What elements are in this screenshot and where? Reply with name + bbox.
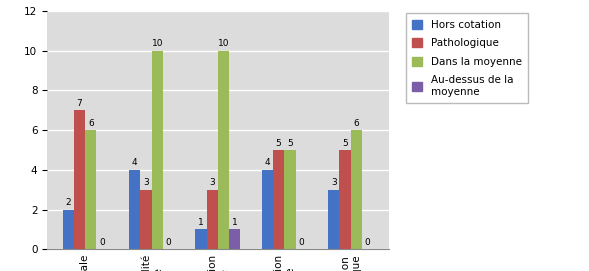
Text: 10: 10 xyxy=(218,39,229,48)
Bar xyxy=(85,130,97,249)
Text: 4: 4 xyxy=(132,159,137,167)
Text: 6: 6 xyxy=(88,119,94,128)
Text: 3: 3 xyxy=(210,178,215,187)
Bar xyxy=(229,230,240,249)
Bar xyxy=(328,190,339,249)
Text: 5: 5 xyxy=(342,138,348,148)
Bar xyxy=(74,110,85,249)
Text: 4: 4 xyxy=(264,159,270,167)
Text: 1: 1 xyxy=(232,218,238,227)
Text: 3: 3 xyxy=(143,178,149,187)
Bar xyxy=(262,170,273,249)
Text: 5: 5 xyxy=(287,138,293,148)
Text: 0: 0 xyxy=(299,238,304,247)
Bar xyxy=(140,190,151,249)
Bar xyxy=(339,150,350,249)
Bar xyxy=(273,150,284,249)
Bar xyxy=(151,51,163,249)
Bar xyxy=(218,51,229,249)
Bar xyxy=(350,130,362,249)
Text: 10: 10 xyxy=(151,39,163,48)
Text: 1: 1 xyxy=(198,218,204,227)
Text: 3: 3 xyxy=(331,178,336,187)
Bar xyxy=(284,150,296,249)
Text: 5: 5 xyxy=(276,138,282,148)
Text: 0: 0 xyxy=(365,238,370,247)
Text: 7: 7 xyxy=(77,99,82,108)
Text: 6: 6 xyxy=(353,119,359,128)
Bar xyxy=(196,230,207,249)
Bar xyxy=(129,170,140,249)
Bar xyxy=(62,209,74,249)
Text: 2: 2 xyxy=(65,198,71,207)
Text: 0: 0 xyxy=(100,238,105,247)
Bar xyxy=(207,190,218,249)
Legend: Hors cotation, Pathologique, Dans la moyenne, Au-dessus de la
moyenne: Hors cotation, Pathologique, Dans la moy… xyxy=(406,13,528,103)
Text: 0: 0 xyxy=(166,238,171,247)
